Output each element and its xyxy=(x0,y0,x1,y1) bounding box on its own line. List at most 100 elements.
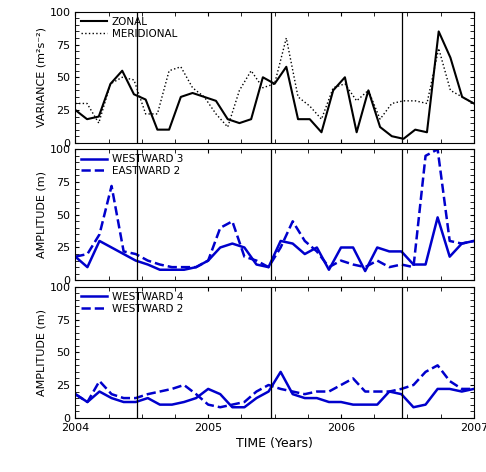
MERIDIONAL xyxy=(436,46,442,51)
MERIDIONAL xyxy=(143,111,149,117)
WESTWARD 2 xyxy=(447,378,452,384)
WESTWARD 3 xyxy=(181,267,187,273)
WESTWARD 2 xyxy=(459,386,465,392)
X-axis label: TIME (Years): TIME (Years) xyxy=(236,437,313,450)
ZONAL xyxy=(201,94,207,100)
WESTWARD 2 xyxy=(290,389,295,395)
ZONAL xyxy=(424,129,430,135)
EASTWARD 2 xyxy=(326,264,332,270)
WESTWARD 3 xyxy=(193,264,199,270)
ZONAL xyxy=(225,116,231,122)
WESTWARD 2 xyxy=(133,395,139,401)
ZONAL xyxy=(354,129,360,135)
MERIDIONAL xyxy=(307,103,312,109)
ZONAL xyxy=(84,116,90,122)
WESTWARD 3 xyxy=(338,244,344,250)
EASTWARD 2 xyxy=(374,258,380,263)
WESTWARD 2 xyxy=(97,378,103,384)
ZONAL xyxy=(119,68,125,74)
WESTWARD 3 xyxy=(471,238,477,244)
WESTWARD 2 xyxy=(374,389,380,395)
EASTWARD 2 xyxy=(217,225,223,231)
EASTWARD 2 xyxy=(157,261,163,267)
WESTWARD 3 xyxy=(386,249,392,254)
ZONAL xyxy=(377,124,383,130)
WESTWARD 4 xyxy=(471,386,477,392)
WESTWARD 4 xyxy=(411,405,417,410)
MERIDIONAL xyxy=(295,94,301,100)
WESTWARD 4 xyxy=(109,395,115,401)
WESTWARD 4 xyxy=(290,391,295,397)
EASTWARD 2 xyxy=(229,219,235,224)
WESTWARD 3 xyxy=(121,251,126,257)
ZONAL xyxy=(295,116,301,122)
WESTWARD 2 xyxy=(338,382,344,388)
WESTWARD 4 xyxy=(169,402,175,407)
WESTWARD 2 xyxy=(278,386,283,392)
WESTWARD 3 xyxy=(157,267,163,273)
WESTWARD 2 xyxy=(314,389,320,395)
MERIDIONAL xyxy=(225,124,231,130)
Y-axis label: AMPLITUDE (m): AMPLITUDE (m) xyxy=(36,309,47,396)
WESTWARD 3 xyxy=(350,244,356,250)
WESTWARD 2 xyxy=(302,391,308,397)
WESTWARD 4 xyxy=(362,402,368,407)
WESTWARD 4 xyxy=(326,399,332,405)
EASTWARD 2 xyxy=(193,264,199,270)
MERIDIONAL xyxy=(342,81,348,87)
ZONAL xyxy=(96,114,102,119)
WESTWARD 4 xyxy=(278,369,283,375)
ZONAL xyxy=(248,116,254,122)
Legend: WESTWARD 4, WESTWARD 2: WESTWARD 4, WESTWARD 2 xyxy=(78,290,185,316)
WESTWARD 2 xyxy=(242,399,247,405)
ZONAL xyxy=(283,64,289,70)
Line: WESTWARD 2: WESTWARD 2 xyxy=(75,365,474,407)
WESTWARD 2 xyxy=(471,386,477,392)
MERIDIONAL xyxy=(459,94,465,100)
WESTWARD 4 xyxy=(97,389,103,395)
MERIDIONAL xyxy=(354,98,360,104)
ZONAL xyxy=(131,92,137,97)
WESTWARD 3 xyxy=(205,258,211,263)
EASTWARD 2 xyxy=(338,258,344,263)
WESTWARD 3 xyxy=(290,241,295,246)
MERIDIONAL xyxy=(260,85,266,91)
WESTWARD 4 xyxy=(374,402,380,407)
MERIDIONAL xyxy=(166,68,172,74)
ZONAL xyxy=(213,98,219,104)
WESTWARD 2 xyxy=(193,391,199,397)
WESTWARD 2 xyxy=(386,389,392,395)
WESTWARD 3 xyxy=(326,267,332,273)
WESTWARD 2 xyxy=(423,369,429,375)
EASTWARD 2 xyxy=(254,258,260,263)
WESTWARD 4 xyxy=(423,402,429,407)
Line: WESTWARD 3: WESTWARD 3 xyxy=(75,218,474,271)
MERIDIONAL xyxy=(471,101,477,106)
WESTWARD 4 xyxy=(314,395,320,401)
ZONAL xyxy=(342,75,348,80)
ZONAL xyxy=(436,29,442,34)
EASTWARD 2 xyxy=(471,238,477,244)
Line: MERIDIONAL: MERIDIONAL xyxy=(75,38,474,127)
WESTWARD 4 xyxy=(181,399,187,405)
Y-axis label: AMPLITUDE (m): AMPLITUDE (m) xyxy=(36,171,47,258)
EASTWARD 2 xyxy=(145,258,151,263)
MERIDIONAL xyxy=(96,120,102,126)
WESTWARD 4 xyxy=(157,402,163,407)
WESTWARD 2 xyxy=(411,382,417,388)
Line: EASTWARD 2: EASTWARD 2 xyxy=(75,149,474,267)
WESTWARD 4 xyxy=(338,399,344,405)
WESTWARD 2 xyxy=(266,382,272,388)
WESTWARD 3 xyxy=(302,251,308,257)
WESTWARD 3 xyxy=(109,244,115,250)
EASTWARD 2 xyxy=(362,264,368,270)
WESTWARD 2 xyxy=(181,382,187,388)
MERIDIONAL xyxy=(72,101,78,106)
WESTWARD 3 xyxy=(254,261,260,267)
WESTWARD 2 xyxy=(121,395,126,401)
ZONAL xyxy=(166,127,172,133)
EASTWARD 2 xyxy=(181,264,187,270)
MERIDIONAL xyxy=(119,75,125,80)
MERIDIONAL xyxy=(213,111,219,117)
ZONAL xyxy=(72,107,78,113)
